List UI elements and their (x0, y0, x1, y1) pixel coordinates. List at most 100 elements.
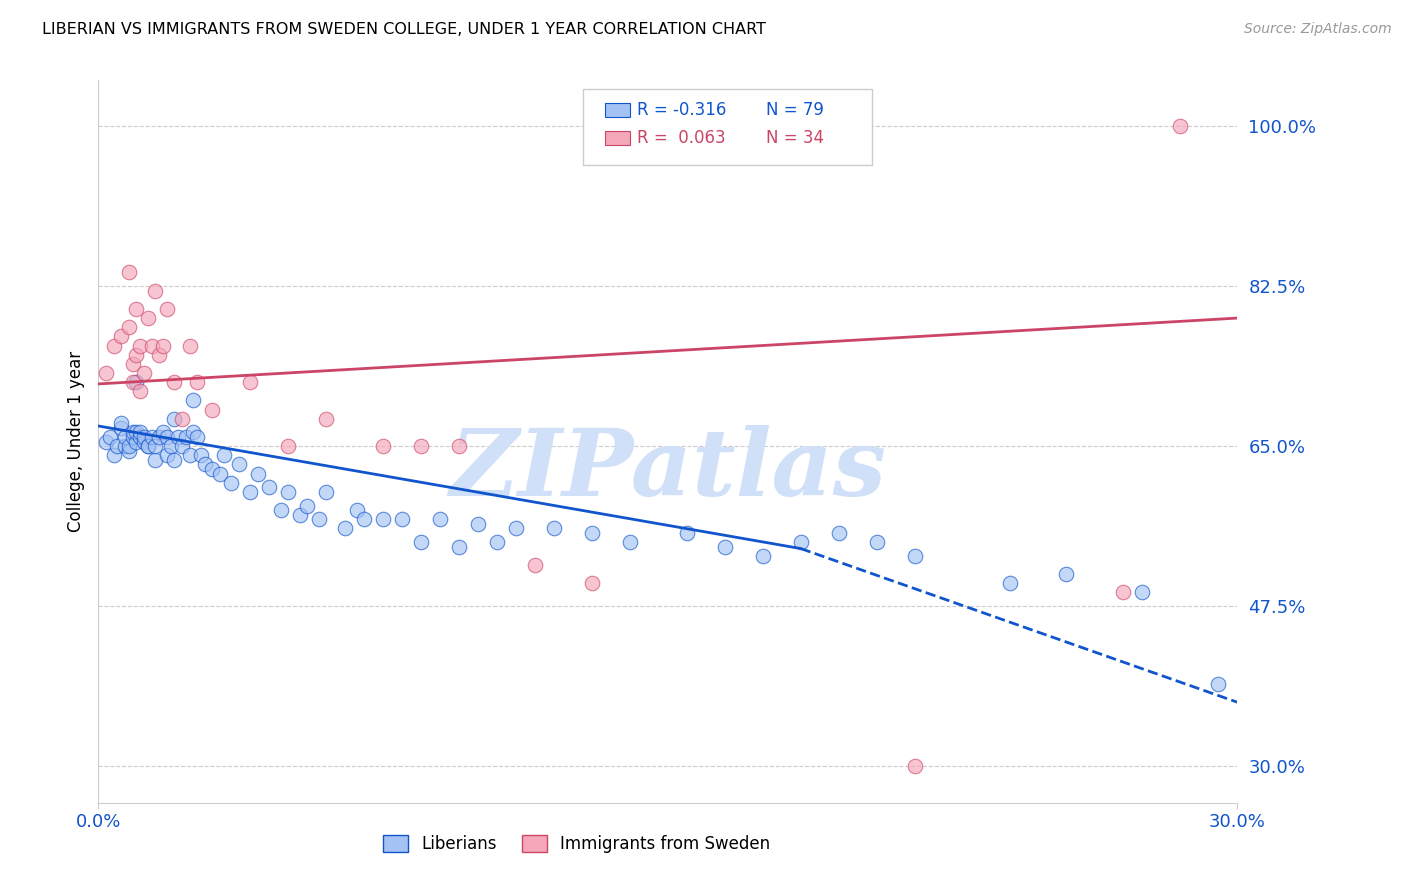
Point (163, 453, 186, 467)
Text: R = -0.316: R = -0.316 (637, 101, 727, 119)
Point (148, 430, 170, 444)
Point (581, 526, 603, 541)
Point (391, 512, 413, 526)
Point (790, 535, 813, 549)
Point (132, 366, 155, 380)
Point (129, 430, 152, 444)
Y-axis label: College, Under 1 year: College, Under 1 year (66, 351, 84, 533)
Point (170, 439, 193, 453)
Point (118, 265, 141, 279)
Point (145, 453, 167, 467)
Point (114, 439, 136, 453)
Point (371, 439, 394, 453)
Point (186, 430, 208, 444)
Point (277, 484, 299, 499)
Point (132, 430, 155, 444)
Point (121, 425, 143, 440)
Point (183, 425, 205, 440)
Point (194, 458, 217, 472)
Point (1132, 585, 1154, 599)
Point (904, 759, 927, 773)
Point (132, 434, 155, 449)
Point (288, 508, 311, 522)
Point (156, 448, 179, 462)
Point (163, 411, 186, 425)
Point (118, 320, 141, 334)
Text: Source: ZipAtlas.com: Source: ZipAtlas.com (1244, 22, 1392, 37)
Point (125, 301, 148, 316)
Point (125, 375, 148, 389)
Text: N = 79: N = 79 (766, 101, 824, 119)
Point (145, 284, 167, 298)
Point (828, 526, 851, 541)
Point (114, 430, 136, 444)
Point (110, 329, 132, 343)
Point (505, 521, 527, 535)
Point (174, 430, 197, 444)
Point (315, 411, 337, 425)
Text: N = 34: N = 34 (766, 129, 824, 147)
Point (486, 535, 509, 549)
Point (125, 434, 148, 449)
Point (201, 402, 224, 417)
Point (208, 467, 231, 481)
Point (449, 540, 471, 554)
Legend: Liberians, Immigrants from Sweden: Liberians, Immigrants from Sweden (377, 828, 778, 860)
Point (156, 430, 179, 444)
Point (190, 448, 212, 462)
Point (619, 535, 641, 549)
Point (121, 357, 143, 371)
Point (353, 512, 375, 526)
Point (152, 425, 174, 440)
Point (998, 576, 1021, 591)
Point (129, 425, 152, 440)
Point (125, 425, 148, 440)
Point (136, 311, 159, 326)
Point (239, 484, 262, 499)
Point (152, 338, 174, 352)
Point (159, 439, 181, 453)
Point (129, 384, 152, 399)
Point (121, 430, 143, 444)
Point (118, 443, 141, 458)
Point (246, 467, 269, 481)
Point (136, 439, 159, 453)
Point (107, 439, 129, 453)
Point (239, 375, 262, 389)
Point (297, 499, 319, 513)
Point (103, 338, 125, 352)
Point (429, 512, 451, 526)
Point (315, 484, 337, 499)
Point (136, 439, 159, 453)
Point (163, 375, 186, 389)
Point (148, 348, 170, 362)
Point (212, 448, 235, 462)
Point (94, 366, 117, 380)
Point (145, 439, 167, 453)
Text: ZIPatlas: ZIPatlas (450, 425, 886, 516)
Point (110, 416, 132, 430)
Point (308, 512, 330, 526)
Point (110, 421, 132, 435)
Point (186, 375, 208, 389)
Point (125, 348, 148, 362)
Point (524, 558, 547, 572)
Point (467, 516, 489, 531)
Point (118, 439, 141, 453)
Point (411, 535, 433, 549)
Point (121, 375, 143, 389)
Point (581, 576, 603, 591)
Point (676, 526, 699, 541)
Point (1056, 567, 1078, 582)
Point (170, 411, 193, 425)
Point (259, 480, 281, 494)
Point (752, 549, 775, 563)
Point (179, 448, 201, 462)
Point (904, 549, 927, 563)
Point (228, 458, 250, 472)
Point (346, 503, 368, 517)
Point (129, 338, 152, 352)
Point (866, 535, 889, 549)
Point (156, 301, 179, 316)
Point (183, 393, 205, 408)
